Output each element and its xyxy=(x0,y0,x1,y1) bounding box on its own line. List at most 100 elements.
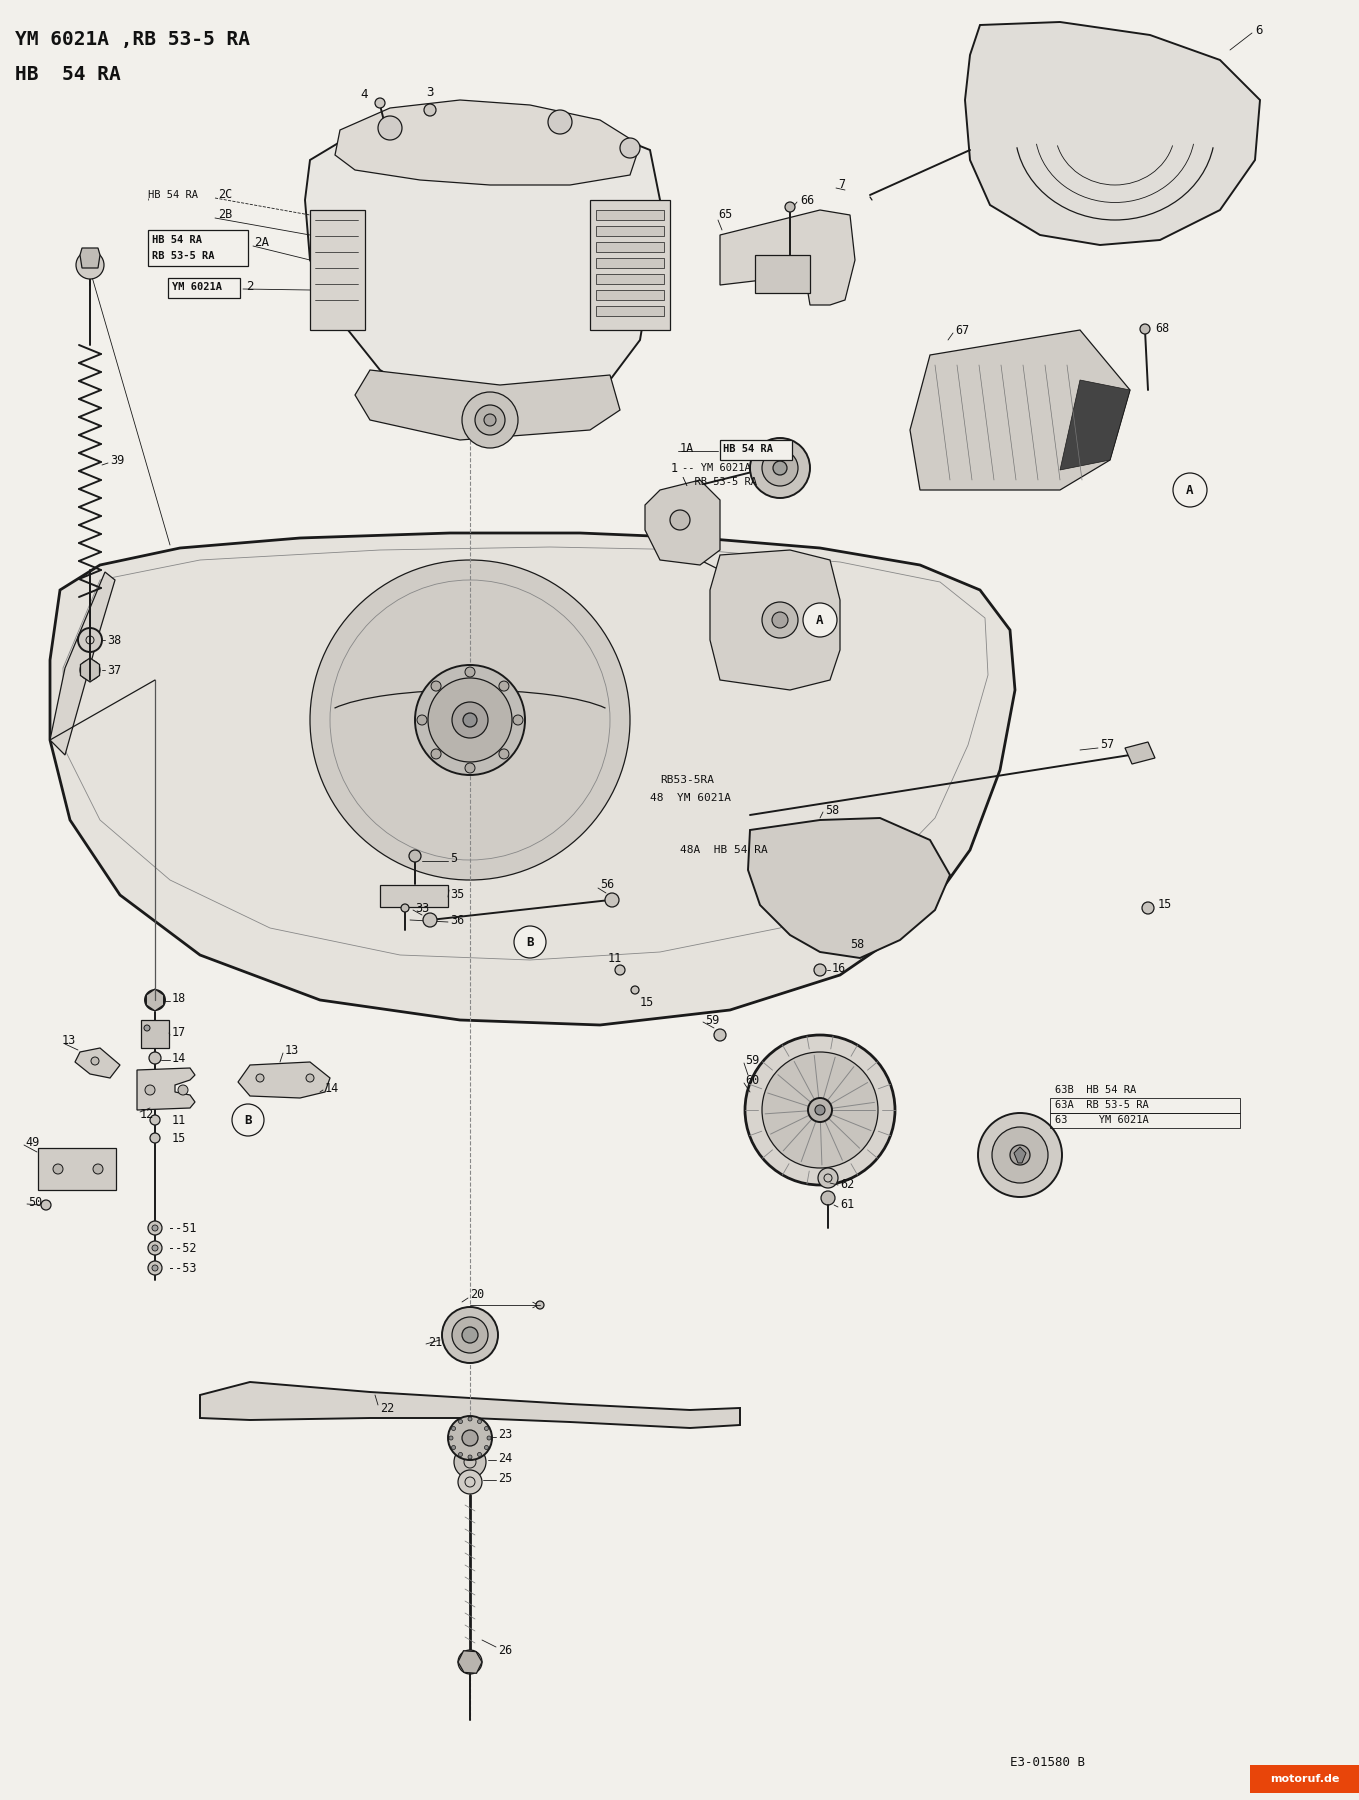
Polygon shape xyxy=(238,1062,330,1098)
Text: 15: 15 xyxy=(640,995,654,1008)
Circle shape xyxy=(467,1454,472,1460)
Circle shape xyxy=(458,1651,482,1674)
Bar xyxy=(310,211,366,329)
Circle shape xyxy=(431,680,442,691)
Text: 25: 25 xyxy=(497,1472,512,1485)
Bar xyxy=(38,1148,116,1190)
Text: HB  54 RA: HB 54 RA xyxy=(15,65,121,85)
Bar xyxy=(1051,1112,1239,1129)
Circle shape xyxy=(448,1436,453,1440)
Circle shape xyxy=(53,1165,63,1174)
Circle shape xyxy=(424,104,436,115)
Polygon shape xyxy=(720,211,855,304)
Circle shape xyxy=(152,1246,158,1251)
Circle shape xyxy=(465,668,476,677)
Text: HB 54 RA: HB 54 RA xyxy=(148,191,198,200)
Text: -- YM 6021A: -- YM 6021A xyxy=(682,463,750,473)
Text: 2A: 2A xyxy=(254,236,269,250)
Circle shape xyxy=(1010,1145,1030,1165)
Polygon shape xyxy=(646,481,720,565)
Polygon shape xyxy=(50,572,116,754)
Circle shape xyxy=(620,139,640,158)
Text: 36: 36 xyxy=(450,914,465,927)
Circle shape xyxy=(149,1132,160,1143)
Text: 48  YM 6021A: 48 YM 6021A xyxy=(650,794,731,803)
Circle shape xyxy=(1173,473,1207,508)
Text: --53: --53 xyxy=(169,1262,197,1274)
Text: \ RB 53-5 RA: \ RB 53-5 RA xyxy=(682,477,757,488)
Polygon shape xyxy=(336,101,640,185)
Circle shape xyxy=(148,1262,162,1274)
Bar xyxy=(148,230,247,266)
Text: 12: 12 xyxy=(140,1109,155,1121)
Text: 65: 65 xyxy=(718,209,733,221)
Bar xyxy=(141,1021,169,1048)
Circle shape xyxy=(454,1445,487,1478)
Circle shape xyxy=(453,702,488,738)
Text: 24: 24 xyxy=(497,1451,512,1465)
Text: A: A xyxy=(817,614,824,626)
Text: 22: 22 xyxy=(381,1402,394,1415)
Circle shape xyxy=(772,612,788,628)
Circle shape xyxy=(458,1420,462,1424)
Bar xyxy=(590,200,670,329)
Circle shape xyxy=(453,1318,488,1354)
Text: 35: 35 xyxy=(450,889,465,902)
Circle shape xyxy=(451,1426,455,1431)
Circle shape xyxy=(499,749,508,760)
Text: 1A: 1A xyxy=(680,443,694,455)
Circle shape xyxy=(978,1112,1061,1197)
Circle shape xyxy=(762,450,798,486)
Text: 57: 57 xyxy=(1099,738,1114,752)
Text: YM 6021A ,RB 53-5 RA: YM 6021A ,RB 53-5 RA xyxy=(15,31,250,49)
Circle shape xyxy=(149,1114,160,1125)
Circle shape xyxy=(631,986,639,994)
Text: 39: 39 xyxy=(110,454,124,466)
Bar xyxy=(597,241,665,252)
Circle shape xyxy=(477,1420,481,1424)
Circle shape xyxy=(77,628,102,652)
Text: 58: 58 xyxy=(825,803,840,817)
Text: 18: 18 xyxy=(173,992,186,1004)
Text: 1: 1 xyxy=(671,461,678,475)
Circle shape xyxy=(409,850,421,862)
Circle shape xyxy=(401,904,409,913)
Circle shape xyxy=(448,1417,492,1460)
Text: --52: --52 xyxy=(169,1242,197,1255)
Circle shape xyxy=(992,1127,1048,1183)
Text: 61: 61 xyxy=(840,1199,855,1211)
Circle shape xyxy=(375,97,385,108)
Circle shape xyxy=(76,250,105,279)
Polygon shape xyxy=(1014,1147,1026,1163)
Text: 11: 11 xyxy=(173,1114,186,1127)
Bar xyxy=(381,886,448,907)
Text: HB 54 RA: HB 54 RA xyxy=(723,445,773,454)
Polygon shape xyxy=(355,371,620,439)
Text: 48A  HB 54 RA: 48A HB 54 RA xyxy=(680,844,768,855)
Text: 66: 66 xyxy=(800,194,814,207)
Text: 62: 62 xyxy=(840,1179,855,1192)
Circle shape xyxy=(809,1098,832,1121)
Polygon shape xyxy=(1060,380,1129,470)
Polygon shape xyxy=(137,1067,194,1111)
Polygon shape xyxy=(200,1382,741,1427)
Circle shape xyxy=(458,1471,482,1494)
Text: 67: 67 xyxy=(955,324,969,337)
Text: 2C: 2C xyxy=(217,189,232,202)
Circle shape xyxy=(762,1051,878,1168)
Text: 14: 14 xyxy=(325,1082,340,1094)
Circle shape xyxy=(178,1085,188,1094)
Text: 63     YM 6021A: 63 YM 6021A xyxy=(1055,1114,1148,1125)
Text: 16: 16 xyxy=(832,961,847,974)
Circle shape xyxy=(512,715,523,725)
Circle shape xyxy=(605,893,618,907)
Text: RB 53-5 RA: RB 53-5 RA xyxy=(152,250,215,261)
Circle shape xyxy=(616,965,625,976)
Circle shape xyxy=(484,1426,488,1431)
Bar xyxy=(597,274,665,284)
Bar xyxy=(597,257,665,268)
Circle shape xyxy=(514,925,546,958)
Circle shape xyxy=(80,661,101,680)
Text: HB 54 RA: HB 54 RA xyxy=(152,236,202,245)
Circle shape xyxy=(232,1103,264,1136)
